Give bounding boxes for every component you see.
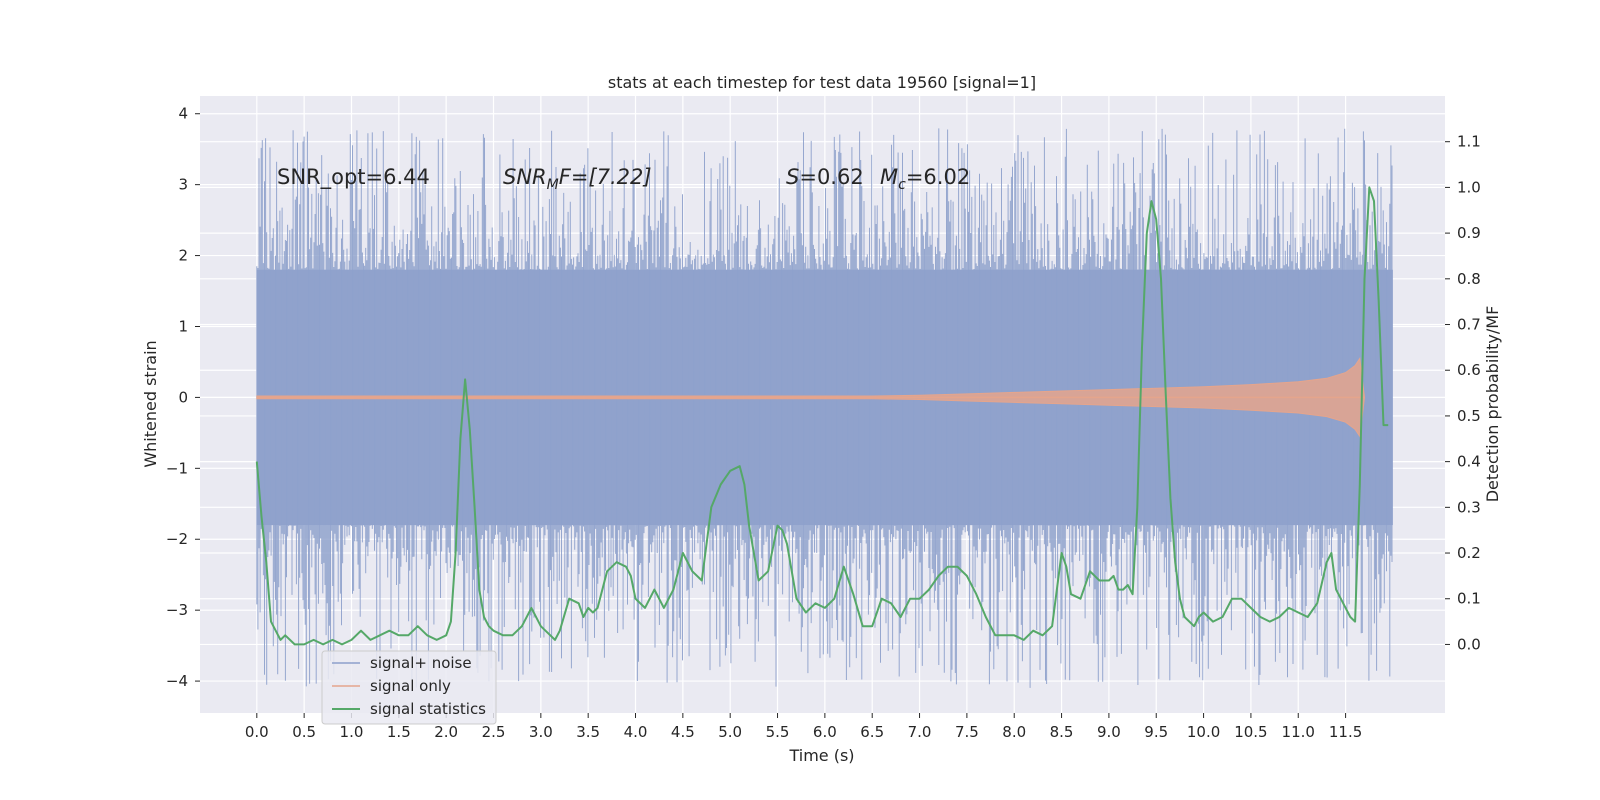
- x-tick-label: 2.0: [434, 723, 458, 741]
- legend-frame: [321, 650, 497, 725]
- x-axis-label: Time (s): [788, 746, 854, 765]
- y-axis-ticks: 4 3 2 1 0 −1 −2 −3 −4: [166, 105, 200, 690]
- legend-entry-signal-statistics: signal statistics: [370, 700, 486, 718]
- legend-entry-signal-only: signal only: [370, 677, 451, 695]
- y-tick-label: −3: [166, 601, 188, 619]
- x-tick-label: 7.0: [908, 723, 932, 741]
- y2-axis-ticks: 1.1 1.0 0.9 0.8 0.7 0.6 0.5 0.4 0.3 0.2 0.1 0.0: [1445, 133, 1481, 653]
- x-tick-label: 5.5: [766, 723, 790, 741]
- annotation-snr-mf-sub: M: [547, 177, 559, 193]
- y-tick-label: 2: [178, 247, 188, 265]
- x-tick-label: 11.0: [1282, 723, 1315, 741]
- y2-tick-label: 0.3: [1457, 498, 1481, 516]
- x-tick-label: 9.0: [1097, 723, 1121, 741]
- x-tick-label: 1.5: [387, 723, 411, 741]
- x-tick-label: 11.5: [1329, 723, 1362, 741]
- y-tick-label: −1: [166, 459, 188, 477]
- y2-tick-label: 0.1: [1457, 590, 1481, 608]
- x-tick-label: 7.5: [955, 723, 979, 741]
- y-axis-label: Whitened strain: [141, 340, 160, 467]
- y2-tick-label: 0.6: [1457, 361, 1481, 379]
- x-tick-label: 0.0: [245, 723, 269, 741]
- x-tick-label: 6.5: [860, 723, 884, 741]
- x-tick-label: 1.0: [340, 723, 364, 741]
- x-tick-label: 4.5: [671, 723, 695, 741]
- y-tick-label: 4: [178, 105, 188, 123]
- y-tick-label: 0: [178, 388, 188, 406]
- x-tick-label: 8.0: [1002, 723, 1026, 741]
- annotation-s-value: =0.62: [799, 165, 863, 189]
- x-axis-ticks: 0.0 0.5 1.0 1.5 2.0 2.5 3.0 3.5 4.0 4.5 5.0 5.5 6.0 6…: [245, 713, 1362, 741]
- y2-tick-label: 0.5: [1457, 407, 1481, 425]
- annotation-mc-sub: c: [898, 177, 906, 193]
- annotation-s: S=0.62: [786, 165, 864, 189]
- signal-statistics-series: [255, 186, 1389, 646]
- x-tick-label: 2.5: [482, 723, 506, 741]
- y2-tick-label: 0.7: [1457, 316, 1481, 334]
- y2-tick-label: 0.4: [1457, 453, 1481, 471]
- x-tick-label: 0.5: [292, 723, 316, 741]
- x-tick-label: 10.0: [1187, 723, 1220, 741]
- y2-tick-label: 1.0: [1457, 178, 1481, 196]
- x-tick-label: 6.0: [813, 723, 837, 741]
- x-tick-label: 3.5: [576, 723, 600, 741]
- annotation-snr-opt: SNR_opt=6.44: [277, 165, 430, 190]
- y2-tick-label: 0.0: [1457, 635, 1481, 653]
- x-tick-label: 9.5: [1144, 723, 1168, 741]
- legend: signal+ noise signal only signal statist…: [321, 650, 497, 725]
- annotation-mc: Mc=6.02: [880, 165, 970, 193]
- y2-tick-label: 1.1: [1457, 133, 1481, 151]
- signal-statistics-line: [255, 186, 1389, 646]
- y2-tick-label: 0.9: [1457, 224, 1481, 242]
- y-tick-label: −4: [166, 672, 188, 690]
- x-tick-label: 5.0: [718, 723, 742, 741]
- annotation-snr-mf-rest: F=[7.22]: [559, 165, 652, 189]
- chart-title: stats at each timestep for test data 195…: [608, 73, 1036, 92]
- annotation-mc-value: =6.02: [906, 165, 970, 189]
- annotation-s-symbol: S: [786, 165, 799, 189]
- annotation-mc-base: M: [880, 165, 898, 189]
- y2-axis-label: Detection probability/MF: [1483, 306, 1502, 503]
- x-tick-label: 4.0: [624, 723, 648, 741]
- legend-entry-signal-noise: signal+ noise: [370, 654, 472, 672]
- y2-tick-label: 0.8: [1457, 270, 1481, 288]
- annotation-snr-mf: SNRMF=[7.22]: [503, 165, 652, 193]
- x-tick-label: 8.5: [1050, 723, 1074, 741]
- y-tick-label: 3: [178, 176, 188, 194]
- x-tick-label: 10.5: [1234, 723, 1267, 741]
- y-tick-label: 1: [178, 317, 188, 335]
- y-tick-label: −2: [166, 530, 188, 548]
- annotation-snr-mf-base: SNR: [503, 165, 547, 189]
- y2-tick-label: 0.2: [1457, 544, 1481, 562]
- x-tick-label: 3.0: [529, 723, 553, 741]
